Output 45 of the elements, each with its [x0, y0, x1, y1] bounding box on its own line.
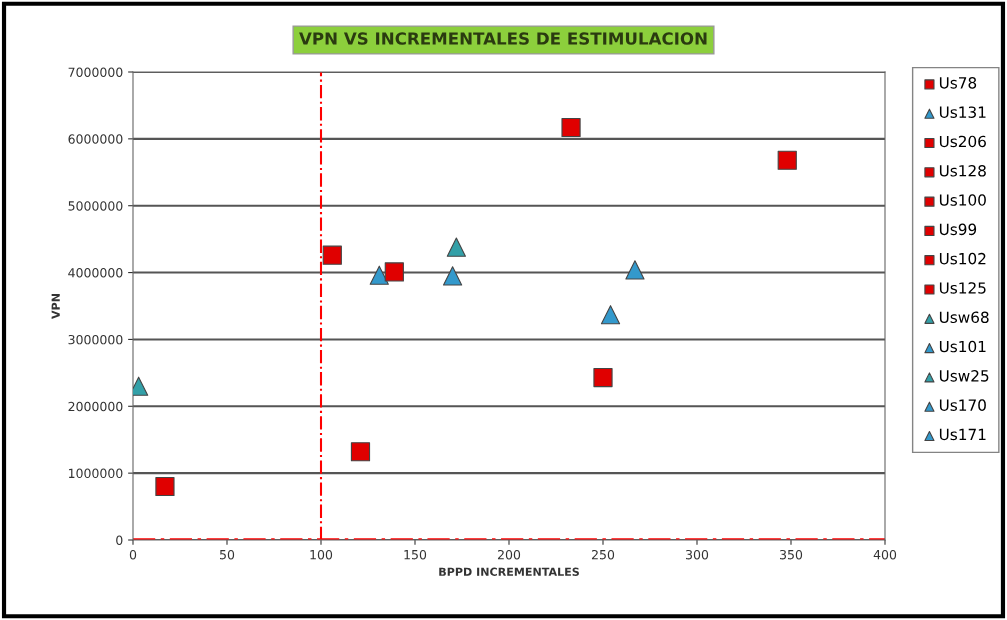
legend-label: Us206 — [939, 135, 986, 148]
y-tick-label: 4000000 — [68, 268, 123, 278]
y-tick-label: 1000000 — [68, 468, 123, 479]
x-tick-label: 400 — [873, 549, 897, 560]
legend-label: Us125 — [939, 282, 986, 294]
y-tick-label: 2000000 — [68, 401, 123, 412]
point — [442, 266, 463, 286]
legend-label: Us128 — [939, 164, 986, 177]
point — [446, 237, 466, 257]
legend-label: Us78 — [939, 77, 977, 89]
legend-label: Us170 — [939, 399, 986, 411]
legend-label: Us100 — [939, 194, 986, 206]
legend-label: Us131 — [939, 106, 986, 118]
point — [561, 117, 581, 138]
y-axis-title: VPN — [51, 294, 60, 319]
legend-label: Us101 — [939, 340, 986, 353]
x-axis-title: BPPD INCREMENTALES — [439, 567, 579, 576]
point — [322, 245, 342, 265]
legend-label: Us102 — [939, 252, 986, 265]
y-tick-label: 3000000 — [68, 334, 123, 345]
y-tick-label: 6000000 — [68, 134, 123, 144]
point — [593, 367, 613, 388]
x-tick-label: 300 — [686, 549, 709, 560]
y-tick-label: 7000000 — [68, 67, 123, 77]
legend-label: Usw25 — [939, 370, 989, 382]
legend-label: Usw68 — [939, 311, 989, 324]
x-tick-label: 150 — [404, 549, 427, 560]
legend-label: Us99 — [939, 223, 977, 236]
point — [350, 442, 371, 462]
point — [600, 305, 621, 325]
x-tick-label: 100 — [310, 549, 333, 560]
point — [384, 262, 404, 282]
y-tick-label: 5000000 — [68, 201, 123, 211]
x-tick-label: 50 — [220, 549, 235, 560]
x-tick-label: 250 — [591, 549, 615, 560]
x-tick-label: 350 — [780, 549, 803, 560]
point — [155, 476, 175, 497]
x-tick-label: 0 — [129, 549, 137, 560]
y-tick-label: 0 — [116, 535, 123, 545]
chart-title: VPN VS INCREMENTALES DE ESTIMULACION — [299, 32, 707, 45]
point — [625, 260, 645, 280]
point — [369, 265, 389, 285]
point — [777, 150, 797, 170]
x-tick-label: 200 — [497, 549, 521, 560]
legend-label: Us171 — [939, 428, 986, 441]
